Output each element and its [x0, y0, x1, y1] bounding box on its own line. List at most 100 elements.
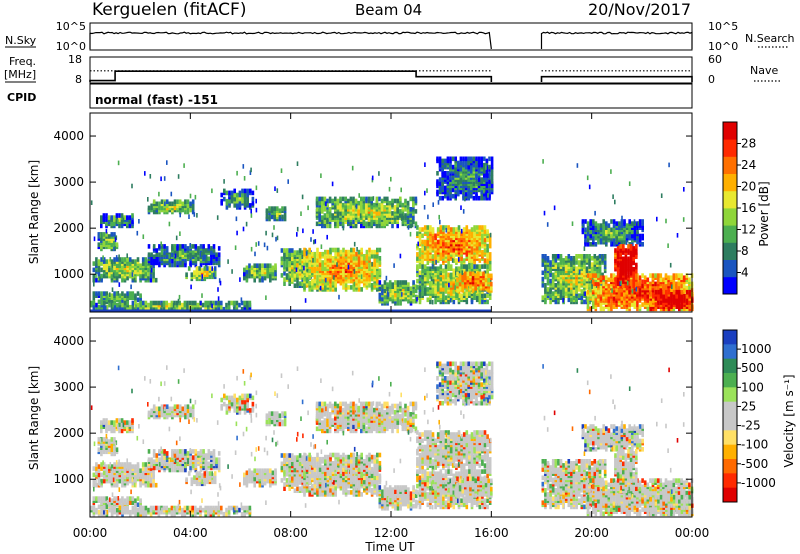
- power-cell: [602, 223, 605, 228]
- power-cell: [591, 304, 595, 309]
- power-cell: [139, 263, 142, 268]
- power-cell: [243, 267, 246, 273]
- power-noise-cell: [193, 212, 196, 217]
- power-cell: [378, 292, 382, 298]
- power-cell: [249, 188, 252, 194]
- power-cell: [160, 250, 164, 255]
- power-cell: [105, 221, 108, 227]
- power-cell: [344, 196, 347, 202]
- power-cell: [657, 294, 660, 299]
- power-cell: [586, 304, 590, 309]
- cpid-text: normal (fast) -151: [95, 93, 218, 107]
- power-cell: [401, 219, 405, 224]
- power-cell: [316, 266, 319, 271]
- power-cell: [160, 244, 164, 249]
- power-cell: [612, 273, 616, 278]
- power-cell: [276, 206, 279, 211]
- power-noise-cell: [336, 262, 338, 267]
- power-cell: [228, 190, 231, 196]
- power-cell: [455, 266, 458, 271]
- power-cell: [564, 256, 568, 261]
- power-cell: [588, 260, 591, 265]
- power-noise-cell: [117, 160, 120, 166]
- power-cell: [585, 266, 589, 271]
- power-cell: [590, 262, 594, 267]
- power-cell: [620, 223, 624, 228]
- power-cell: [468, 268, 471, 274]
- power-noise-cell: [201, 293, 203, 298]
- power-cell: [434, 233, 437, 239]
- power-cell: [475, 179, 478, 184]
- power-noise-cell: [115, 255, 118, 260]
- power-cell: [126, 291, 129, 296]
- power-cell: [197, 246, 200, 251]
- power-cell: [559, 293, 563, 298]
- power-cell: [176, 199, 179, 204]
- power-cell: [305, 254, 309, 259]
- power-cell: [303, 247, 306, 253]
- power-noise-cell: [400, 216, 403, 221]
- power-noise-cell: [637, 221, 640, 226]
- power-cell: [616, 260, 620, 266]
- power-cell: [610, 219, 613, 224]
- power-cell: [562, 266, 565, 271]
- power-cell: [110, 259, 114, 264]
- power-cell: [189, 260, 192, 266]
- power-noise-cell: [201, 274, 203, 279]
- power-cell: [321, 207, 324, 212]
- power-cell: [483, 264, 487, 269]
- power-cell: [423, 254, 427, 259]
- power-cell: [431, 274, 435, 280]
- power-cell: [486, 237, 489, 243]
- power-cell: [386, 219, 389, 224]
- power-cell: [131, 304, 135, 310]
- power-cell: [631, 229, 634, 235]
- power-cell: [278, 208, 282, 213]
- power-cell: [365, 221, 368, 227]
- power-cell: [423, 239, 427, 245]
- power-cell: [461, 273, 464, 279]
- power-cell: [144, 271, 148, 277]
- power-cell: [586, 273, 590, 278]
- power-cell: [186, 199, 190, 204]
- power-cell: [97, 267, 101, 273]
- power-cell: [266, 267, 269, 273]
- power-cell: [315, 207, 319, 212]
- power-cell: [667, 289, 671, 295]
- power-cell: [128, 261, 132, 266]
- power-noise-cell: [432, 264, 435, 270]
- power-cell: [243, 306, 246, 312]
- power-cell: [599, 223, 603, 228]
- power-cell: [441, 166, 444, 172]
- power-cell: [662, 277, 665, 283]
- cpid-frame: [89, 83, 693, 109]
- power-cell: [324, 266, 327, 271]
- power-cell: [123, 293, 127, 298]
- power-cell: [486, 299, 489, 305]
- power-cell: [557, 262, 560, 267]
- power-noise-cell: [683, 187, 685, 192]
- power-cell: [488, 264, 492, 269]
- power-cell: [171, 258, 174, 264]
- power-noise-cell: [584, 291, 586, 296]
- power-cell: [436, 239, 440, 245]
- power-noise-cell: [401, 213, 404, 219]
- power-cell: [186, 209, 190, 215]
- power-cell: [194, 300, 197, 306]
- power-cell: [171, 201, 174, 207]
- power-noise-cell: [325, 277, 327, 283]
- power-cell: [263, 275, 267, 281]
- power-cell: [599, 289, 603, 295]
- power-cell: [471, 271, 475, 277]
- power-cell: [134, 300, 137, 306]
- power-cell: [602, 306, 605, 312]
- power-noise-cell: [174, 253, 177, 259]
- power-cell: [270, 206, 274, 211]
- power-cell: [373, 260, 376, 265]
- power-cell: [454, 156, 457, 162]
- power-cell: [421, 268, 424, 274]
- power-cell: [602, 275, 605, 280]
- power-cell: [113, 257, 116, 262]
- power-cell: [627, 273, 630, 278]
- power-cell: [120, 223, 124, 229]
